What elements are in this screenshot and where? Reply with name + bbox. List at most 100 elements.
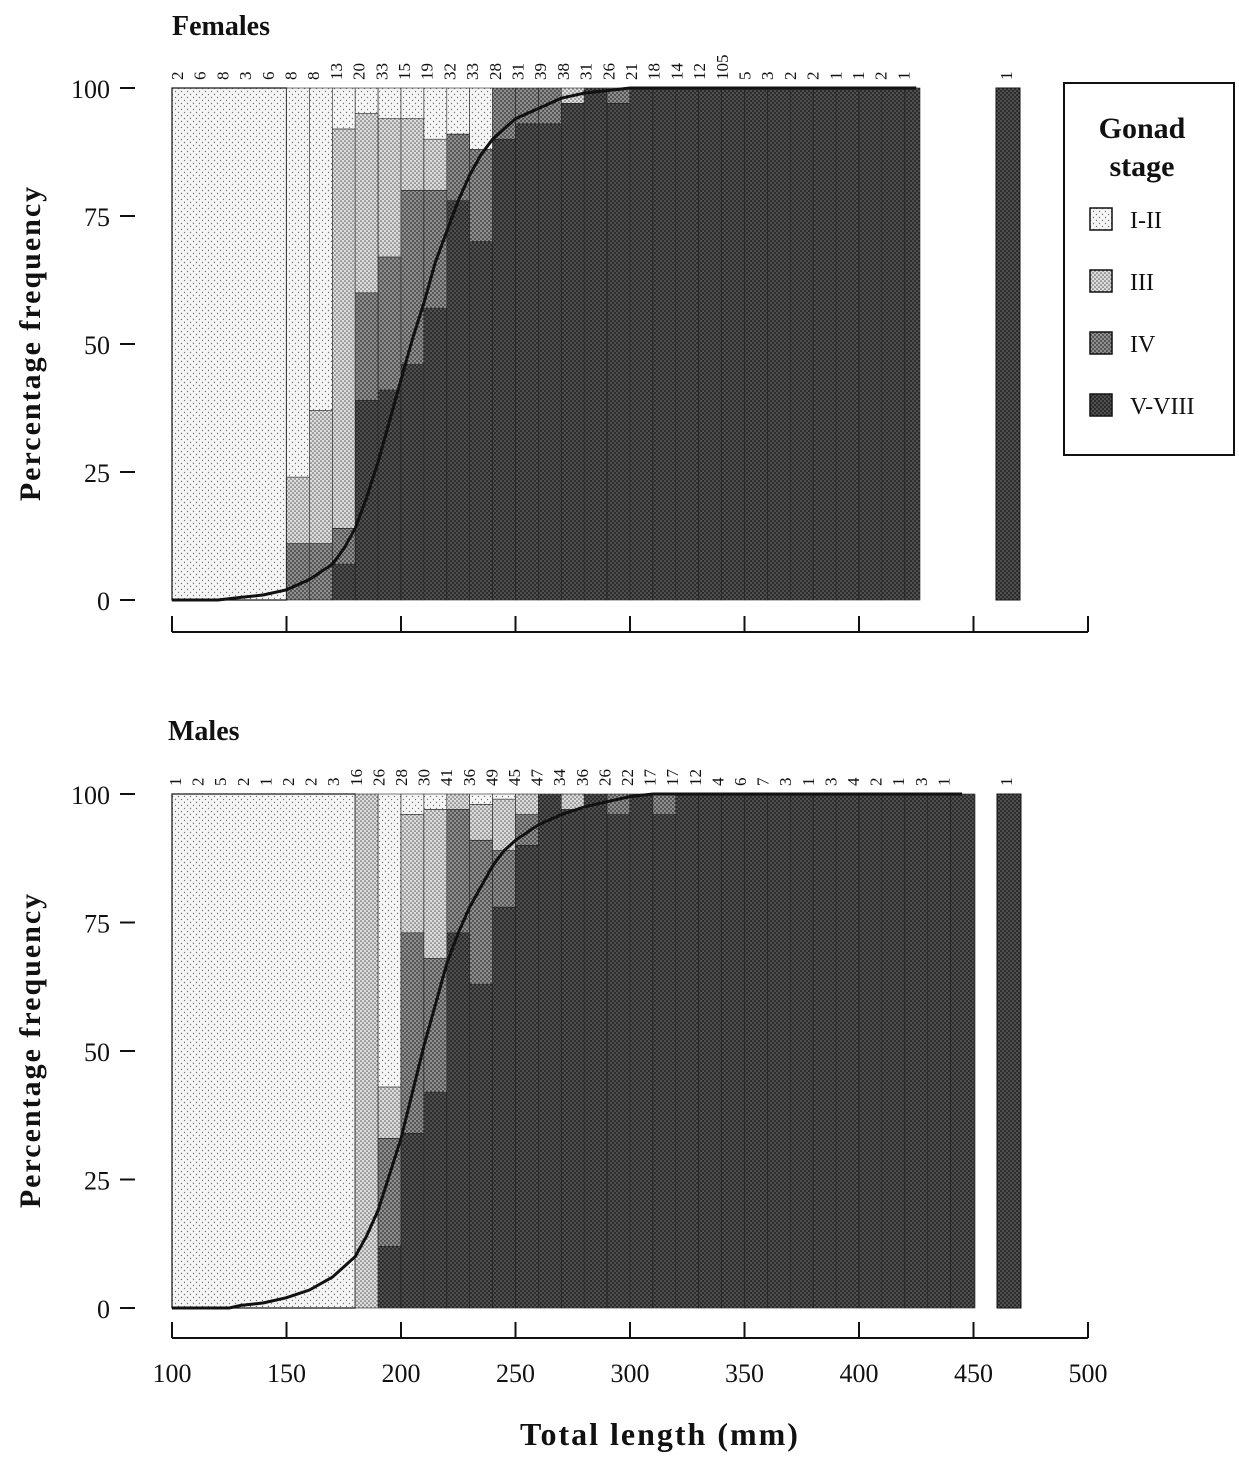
sample-count-label: 7 xyxy=(754,777,773,786)
sample-count-label: 2 xyxy=(189,778,208,787)
bar-segment xyxy=(675,87,699,601)
bar-segment xyxy=(400,932,425,1134)
sample-count-label: 1 xyxy=(256,778,275,787)
bar-segment xyxy=(652,87,677,601)
legend-label: IV xyxy=(1130,332,1156,358)
sample-count-label: 28 xyxy=(486,63,505,80)
sample-count-label: 1 xyxy=(826,72,845,81)
sample-count-label: 2 xyxy=(302,778,321,787)
sample-count-label: 1 xyxy=(934,778,953,787)
bar-segment xyxy=(492,138,516,601)
sample-count-label: 33 xyxy=(463,63,482,80)
x-tick-label: 250 xyxy=(496,1359,535,1388)
bar-segment xyxy=(904,793,928,1309)
sample-count-label: 15 xyxy=(395,63,414,80)
bar-segment xyxy=(767,87,791,601)
sample-count-label: 4 xyxy=(708,777,727,786)
sample-count-label: 2 xyxy=(867,778,886,787)
x-tick-label: 400 xyxy=(840,1359,879,1388)
sample-count-label: 6 xyxy=(731,778,750,787)
bar-segment xyxy=(583,793,608,1309)
bar-segment xyxy=(515,845,539,1309)
legend-swatch xyxy=(1089,393,1113,417)
bar-segment xyxy=(858,793,883,1309)
panel-title: Females xyxy=(172,11,270,42)
bar-segment xyxy=(881,87,906,601)
sample-count-label: 1 xyxy=(889,778,908,787)
bar-segment xyxy=(423,307,448,601)
legend-label: III xyxy=(1130,270,1154,296)
maturity-curve xyxy=(172,792,963,1310)
legend-label: V-VIII xyxy=(1130,394,1194,420)
bar-segment xyxy=(789,87,814,601)
bar-segment xyxy=(492,793,516,800)
y-tick-label: 50 xyxy=(84,1038,110,1067)
sample-count-label: 18 xyxy=(645,63,664,80)
bar-segment xyxy=(812,793,837,1309)
bar-segment xyxy=(377,793,402,1088)
bar-segment xyxy=(721,793,745,1309)
sample-count-label: 2 xyxy=(279,778,298,787)
bar-segment xyxy=(423,138,448,191)
x-tick-label: 500 xyxy=(1069,1359,1108,1388)
y-tick-label: 0 xyxy=(97,1295,110,1324)
sample-count-label: 36 xyxy=(460,769,479,786)
bar-segment xyxy=(698,87,722,601)
sample-count-label: 2 xyxy=(872,72,891,81)
y-tick-label: 25 xyxy=(84,1167,110,1196)
sample-count-label: 1 xyxy=(166,778,185,787)
bar-segment xyxy=(812,87,837,601)
bar-segment xyxy=(515,123,539,601)
y-tick-label: 50 xyxy=(84,331,110,360)
bar-segment xyxy=(789,793,814,1309)
bar-segment xyxy=(652,793,677,815)
bar-segment xyxy=(675,793,699,1309)
sample-count-label: 8 xyxy=(213,72,232,81)
sample-count-label: 4 xyxy=(844,777,863,786)
sample-count-label: 26 xyxy=(369,769,388,786)
y-tick-label: 100 xyxy=(71,75,110,104)
legend: Gonad stage I-II III IV V-VIII xyxy=(1063,82,1235,456)
bar-segment xyxy=(400,1132,425,1309)
bar-segment xyxy=(721,87,745,601)
sample-count-label: 16 xyxy=(347,769,366,786)
bar-segment xyxy=(652,814,677,1309)
bar-segment xyxy=(629,87,654,601)
bar-segment xyxy=(446,133,470,201)
sample-count-label: 1 xyxy=(799,778,818,787)
bar-segment xyxy=(423,793,448,810)
bar-segment xyxy=(629,793,654,1309)
bar-segment xyxy=(377,118,402,258)
sample-count-label: 3 xyxy=(912,778,931,787)
bar-segment xyxy=(309,410,333,544)
y-axis-title: Percentage frequency xyxy=(14,892,47,1208)
sample-count-label: 33 xyxy=(372,63,391,80)
bar-segment xyxy=(354,292,379,401)
bar-segment xyxy=(377,1246,402,1309)
bar-segment xyxy=(331,563,356,601)
bar-segment xyxy=(744,793,768,1309)
sample-count-label: 1 xyxy=(894,72,913,81)
legend-title: stage xyxy=(1110,150,1175,183)
x-tick-label: 100 xyxy=(153,1359,192,1388)
bar-segment xyxy=(560,103,585,601)
sample-count-label: 34 xyxy=(550,769,569,787)
bar-segment xyxy=(469,803,493,841)
sample-count-label: 5 xyxy=(211,778,230,787)
sample-count-label: 8 xyxy=(282,72,301,81)
bar-outlier xyxy=(995,87,1021,601)
bar-segment xyxy=(423,1091,448,1309)
bar-segment xyxy=(354,113,379,294)
sample-count-label: 3 xyxy=(236,72,255,81)
sample-count-label: 3 xyxy=(324,778,343,787)
bar-segment xyxy=(744,87,768,601)
sample-count-label: 17 xyxy=(663,769,682,787)
bar-segment xyxy=(492,87,516,140)
sample-count-label: 38 xyxy=(554,63,573,80)
bar-segment xyxy=(377,1138,402,1247)
bar-segment xyxy=(400,814,425,934)
legend-box xyxy=(1063,82,1235,456)
sample-count-label: 45 xyxy=(505,769,524,786)
